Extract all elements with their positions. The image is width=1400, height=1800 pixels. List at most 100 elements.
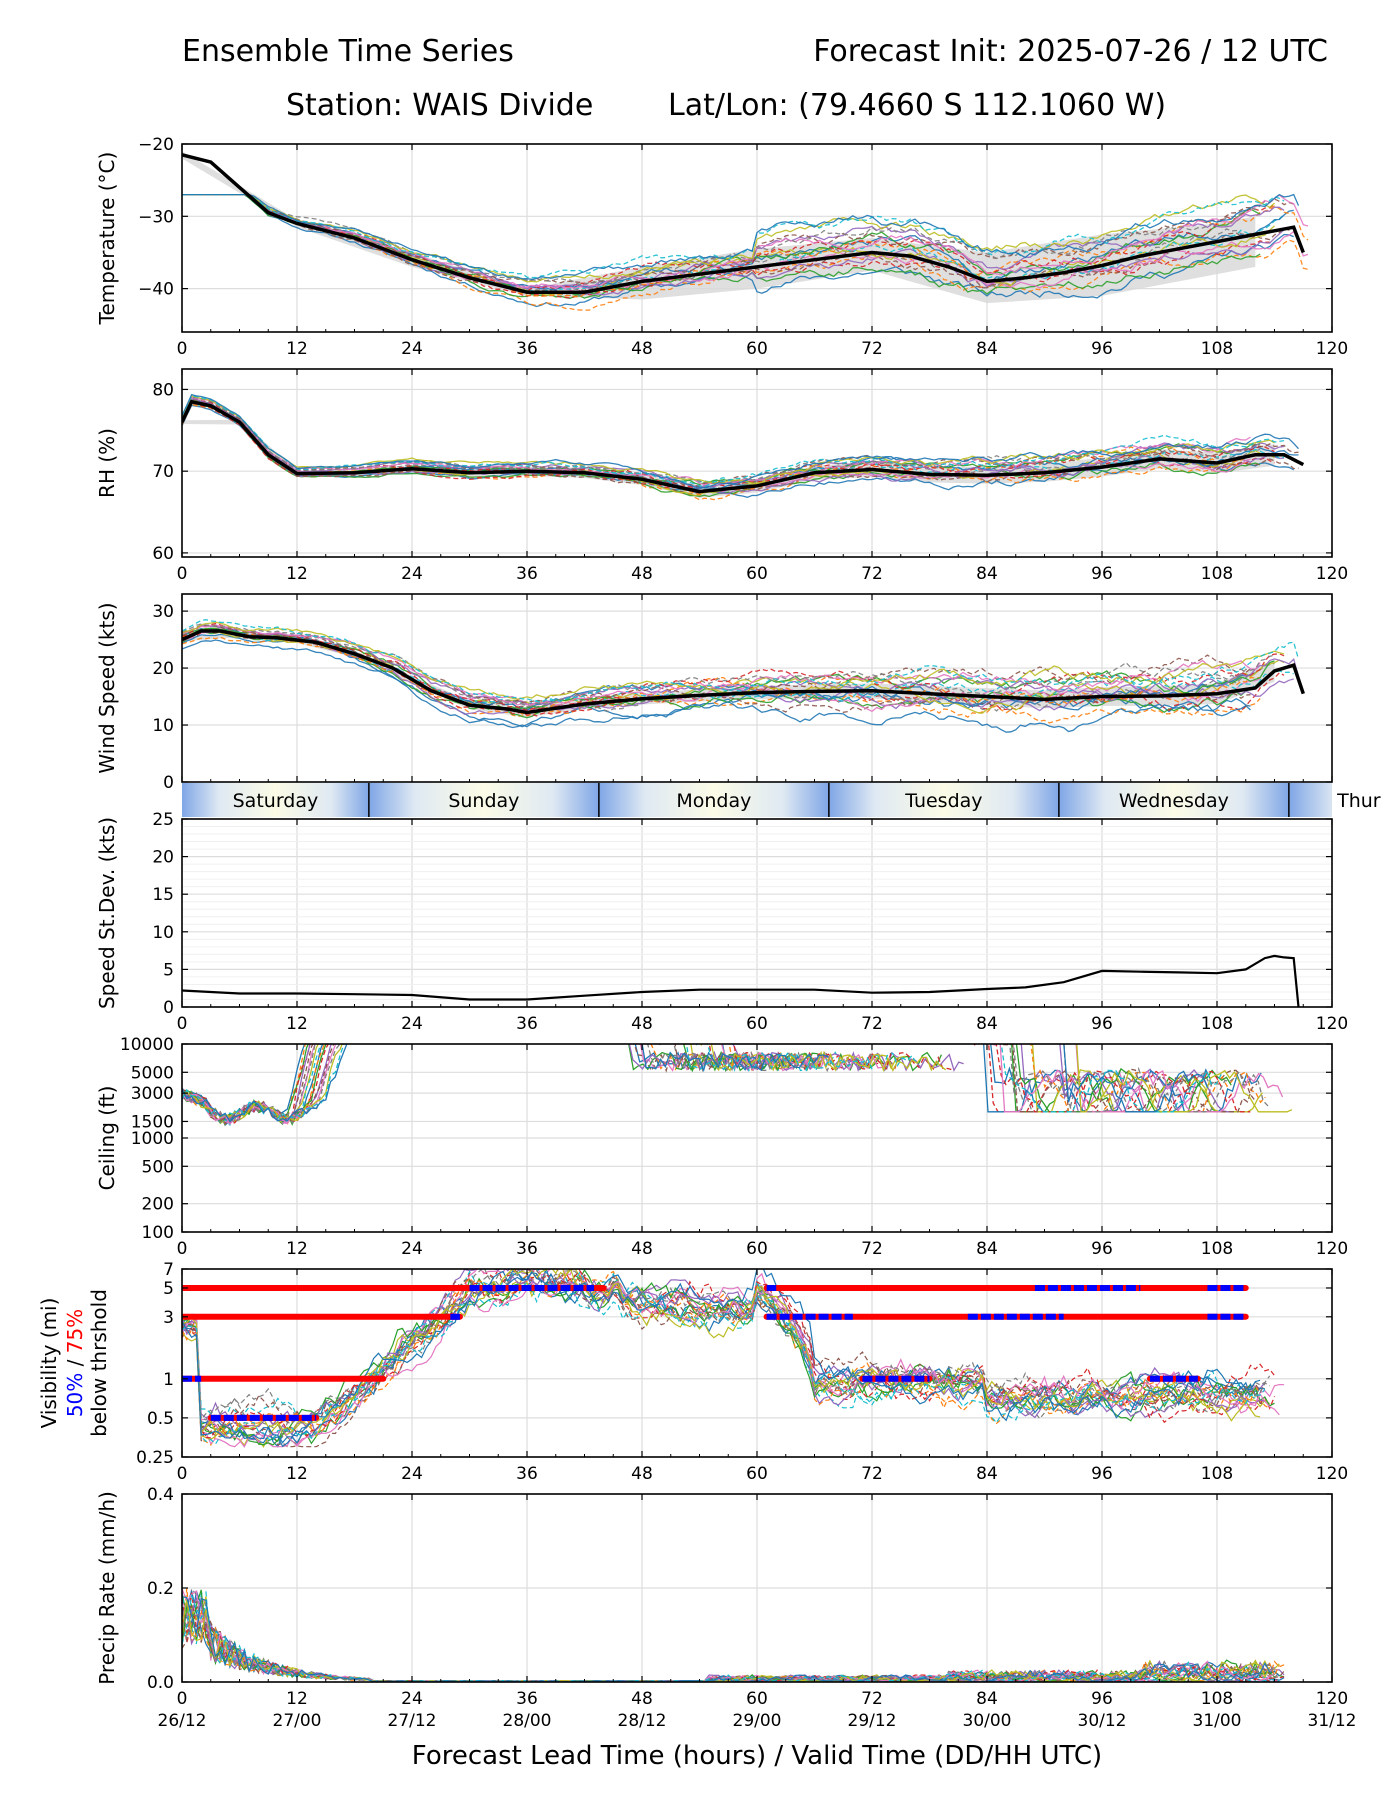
x-tick-label: 12 <box>286 1464 308 1484</box>
x-tick-label: 96 <box>1091 564 1113 584</box>
x-tick-label: 72 <box>861 1014 883 1034</box>
ceiling-member-line <box>1030 1044 1266 1113</box>
x-tick-label: 108 <box>1201 1239 1233 1259</box>
y-tick-label: 0 <box>163 773 174 793</box>
day-label: Thur <box>1336 790 1381 812</box>
day-segment <box>828 783 1059 817</box>
wind-plot-area <box>182 619 1305 733</box>
visibility-plot-area <box>182 1269 1285 1448</box>
visibility-member-line <box>182 1280 1280 1448</box>
x-tick-label: 72 <box>861 564 883 584</box>
x-tick-date-label: 27/00 <box>273 1711 322 1731</box>
y-tick-label: 10 <box>152 716 174 736</box>
x-tick-label: 120 <box>1316 1689 1348 1709</box>
x-tick-label: 12 <box>286 1239 308 1259</box>
y-tick-label: 0.4 <box>147 1485 174 1505</box>
day-label: Sunday <box>448 790 519 812</box>
y-tick-label: 3000 <box>131 1084 174 1104</box>
x-tick-label: 60 <box>746 564 768 584</box>
x-tick-label: 36 <box>516 564 538 584</box>
day-segment <box>1288 783 1332 817</box>
x-tick-label: 36 <box>516 1689 538 1709</box>
x-tick-label: 0 <box>177 1014 188 1034</box>
ceiling-member-line <box>675 1044 873 1072</box>
y-tick-label: 30 <box>152 602 174 622</box>
y-tick-label: 5 <box>163 1279 174 1299</box>
x-tick-date-label: 29/00 <box>733 1711 782 1731</box>
x-tick-label: 84 <box>976 339 998 359</box>
panel-speed-stdev: 0 5 10 15 20 25 0 12 24 36 48 60 72 84 96 108 120 Speed S… <box>95 810 1348 1034</box>
label-75pct: 75% <box>63 1309 87 1353</box>
x-tick-label: 84 <box>976 564 998 584</box>
ensemble-member-line <box>182 193 1300 280</box>
ceiling-member-line <box>182 1044 343 1121</box>
precip-member-line <box>182 1590 1280 1682</box>
y-tick-label: 0 <box>163 998 174 1018</box>
x-tick-label: 0 <box>177 564 188 584</box>
y-tick-label: 15 <box>152 885 174 905</box>
x-tick-label: 60 <box>746 1464 768 1484</box>
x-tick-label: 108 <box>1201 1689 1233 1709</box>
precip-plot-area <box>182 1587 1285 1682</box>
label-separator: / <box>63 1353 87 1372</box>
x-tick-label: 0 <box>177 339 188 359</box>
precip-member-line <box>182 1587 1280 1682</box>
day-segment <box>1058 783 1289 817</box>
y-tick-label: 1000 <box>131 1129 174 1149</box>
ensemble-member-line <box>182 393 1299 489</box>
y-tick-label: 0.0 <box>147 1673 174 1693</box>
ensemble-member-line <box>182 402 1299 495</box>
y-axis-label: Wind Speed (kts) <box>95 602 119 773</box>
y-tick-label: −20 <box>138 135 174 155</box>
ceiling-member-line <box>1001 1044 1232 1113</box>
title-forecast-init: Forecast Init: 2025-07-26 / 12 UTC <box>813 34 1328 69</box>
ensemble-member-line <box>182 193 1285 294</box>
precip-member-line <box>182 1589 1275 1682</box>
day-label: Tuesday <box>904 790 982 812</box>
y-axis-label: Visibility (mi) <box>37 1298 61 1429</box>
y-axis-label: Speed St.Dev. (kts) <box>95 817 119 1009</box>
temperature-plot-area <box>182 151 1309 311</box>
y-tick-label: 70 <box>152 462 174 482</box>
day-label: Monday <box>676 790 751 812</box>
panel-rh: 60 70 80 0 12 24 36 48 60 72 84 96 108 120 RH (%) <box>95 368 1348 584</box>
precip-member-line <box>182 1592 1275 1682</box>
x-axis-label: Forecast Lead Time (hours) / Valid Time … <box>412 1741 1102 1771</box>
title-latlon: Lat/Lon: (79.4660 S 112.1060 W) <box>668 88 1167 123</box>
ensemble-member-line <box>182 193 1309 290</box>
visibility-member-line <box>182 1281 1266 1445</box>
x-tick-label: 108 <box>1201 339 1233 359</box>
ensemble-spread-band <box>182 151 1256 304</box>
y-tick-label: 60 <box>152 544 174 564</box>
panel-visibility: 0.25 0.5 1 3 57 0 12 24 36 48 60 72 84 96 108 120 Visibi… <box>37 1260 1348 1484</box>
y-tick-label: 80 <box>152 380 174 400</box>
x-tick-label: 96 <box>1091 1014 1113 1034</box>
ceiling-member-line <box>182 1044 316 1122</box>
visibility-member-line <box>182 1269 1265 1430</box>
x-tick-label: 24 <box>401 1014 423 1034</box>
precip-member-line <box>182 1588 1285 1682</box>
x-tick-label: 24 <box>401 564 423 584</box>
visibility-member-line <box>182 1274 1261 1437</box>
ensemble-member-line <box>182 193 1275 283</box>
x-tick-date-label: 26/12 <box>158 1711 207 1731</box>
x-tick-label: 0 <box>177 1464 188 1484</box>
x-tick-label: 84 <box>976 1239 998 1259</box>
rh-plot-area <box>182 393 1305 501</box>
x-tick-date-label: 28/12 <box>618 1711 667 1731</box>
ceiling-member-line <box>1076 1044 1293 1113</box>
x-tick-label: 12 <box>286 564 308 584</box>
x-tick-label: 84 <box>976 1464 998 1484</box>
precip-member-line <box>182 1599 1271 1682</box>
y-tick-label: 20 <box>152 659 174 679</box>
x-tick-label: 120 <box>1316 339 1348 359</box>
ensemble-member-line <box>182 193 1295 294</box>
y-tick-label: 10 <box>152 923 174 943</box>
x-tick-label: 36 <box>516 1239 538 1259</box>
x-tick-label: 48 <box>631 564 653 584</box>
x-tick-label: 108 <box>1201 1464 1233 1484</box>
y-axis-label-threshold: 50% / 75% <box>63 1309 87 1417</box>
y-tick-label: 3 <box>163 1308 174 1328</box>
x-tick-date-label: 28/00 <box>503 1711 552 1731</box>
